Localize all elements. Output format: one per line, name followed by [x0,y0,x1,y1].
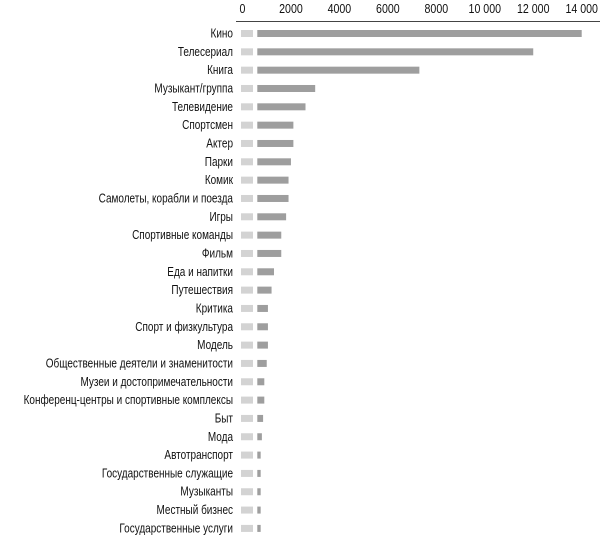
bar [257,451,261,459]
category-label: Спорт и физкультура [135,321,233,334]
bar-marker [241,158,253,166]
bar-marker [241,30,253,37]
bar-marker [241,194,253,202]
category-label: Критика [196,303,234,316]
category-label: Автотранспорт [164,449,233,462]
category-label: Комик [205,174,233,187]
bar-marker [241,66,253,74]
category-label: Государственные служащие [102,467,233,480]
x-tick-label: 6000 [376,2,400,16]
bar [257,286,272,294]
category-label: Телевидение [172,101,233,114]
bar [257,231,282,239]
bar [257,268,274,276]
bar-marker [241,103,253,111]
bar [257,433,262,441]
category-label: Актер [206,138,233,151]
bar-marker [241,469,253,477]
category-label: Спортсмен [182,119,233,132]
bar-marker [241,286,253,294]
bar [257,194,289,202]
category-label: Модель [197,339,233,352]
bar-marker [241,323,253,331]
category-label: Конференц-центры и спортивные комплексы [24,394,233,407]
bar-marker [241,304,253,312]
category-label: Книга [207,64,234,77]
bar [257,488,261,496]
bar-marker [241,506,253,514]
bar [257,469,261,477]
bar [257,341,268,349]
category-label: Телесериал [178,46,233,59]
category-label: Государственные услуги [119,522,233,535]
category-label: Игры [209,211,233,224]
bar-marker [241,139,253,147]
bar-marker [241,524,253,532]
bar-marker [241,48,253,56]
bar [257,121,294,129]
x-tick-label: 12 000 [517,2,549,16]
x-tick-label: 0 [240,2,246,16]
bar-marker [241,176,253,184]
bar [257,249,282,257]
bar-marker [241,268,253,276]
category-label: Быт [215,412,233,425]
bar-marker [241,433,253,441]
bar-marker [241,378,253,386]
category-label: Общественные деятели и знаменитости [46,358,233,371]
bar [257,103,306,111]
bar-marker [241,121,253,129]
x-tick-label: 14 000 [565,2,597,16]
category-label: Музыканты [180,486,233,499]
category-label: Парки [205,156,233,169]
bar-marker [241,359,253,367]
bar [257,414,264,422]
bar [257,158,291,166]
bar [257,506,261,514]
category-label: Музыкант/группа [154,83,233,96]
bar-marker [241,213,253,221]
x-tick-label: 8000 [425,2,449,16]
x-tick-label: 4000 [328,2,352,16]
bar [257,378,265,386]
category-label: Фильм [202,248,233,261]
bar [257,84,316,92]
bar [257,323,268,331]
category-label: Местный бизнес [156,504,233,517]
bar-marker [241,451,253,459]
bar-marker [241,414,253,422]
category-label: Еда и напитки [167,266,233,279]
bar [257,139,294,147]
category-label: Самолеты, корабли и поезда [99,193,234,206]
bar-marker [241,396,253,404]
bar [257,66,420,74]
category-label: Спортивные команды [132,229,233,242]
category-label: Путешествия [171,284,233,297]
bar [257,524,261,532]
bar-marker [241,84,253,92]
bar [257,48,534,56]
category-label: Мода [208,431,234,444]
bar [257,304,268,312]
bar [257,176,289,184]
bar [257,213,287,221]
bar-marker [241,488,253,496]
bar-marker [241,341,253,349]
bar-marker [241,231,253,239]
x-tick-label: 2000 [279,2,303,16]
bar [257,359,267,367]
category-label: Музеи и достопримечательности [80,376,233,389]
bar [257,396,265,404]
category-label: Кино [211,28,233,41]
bar [257,30,582,37]
x-tick-label: 10 000 [469,2,501,16]
bar-marker [241,249,253,257]
